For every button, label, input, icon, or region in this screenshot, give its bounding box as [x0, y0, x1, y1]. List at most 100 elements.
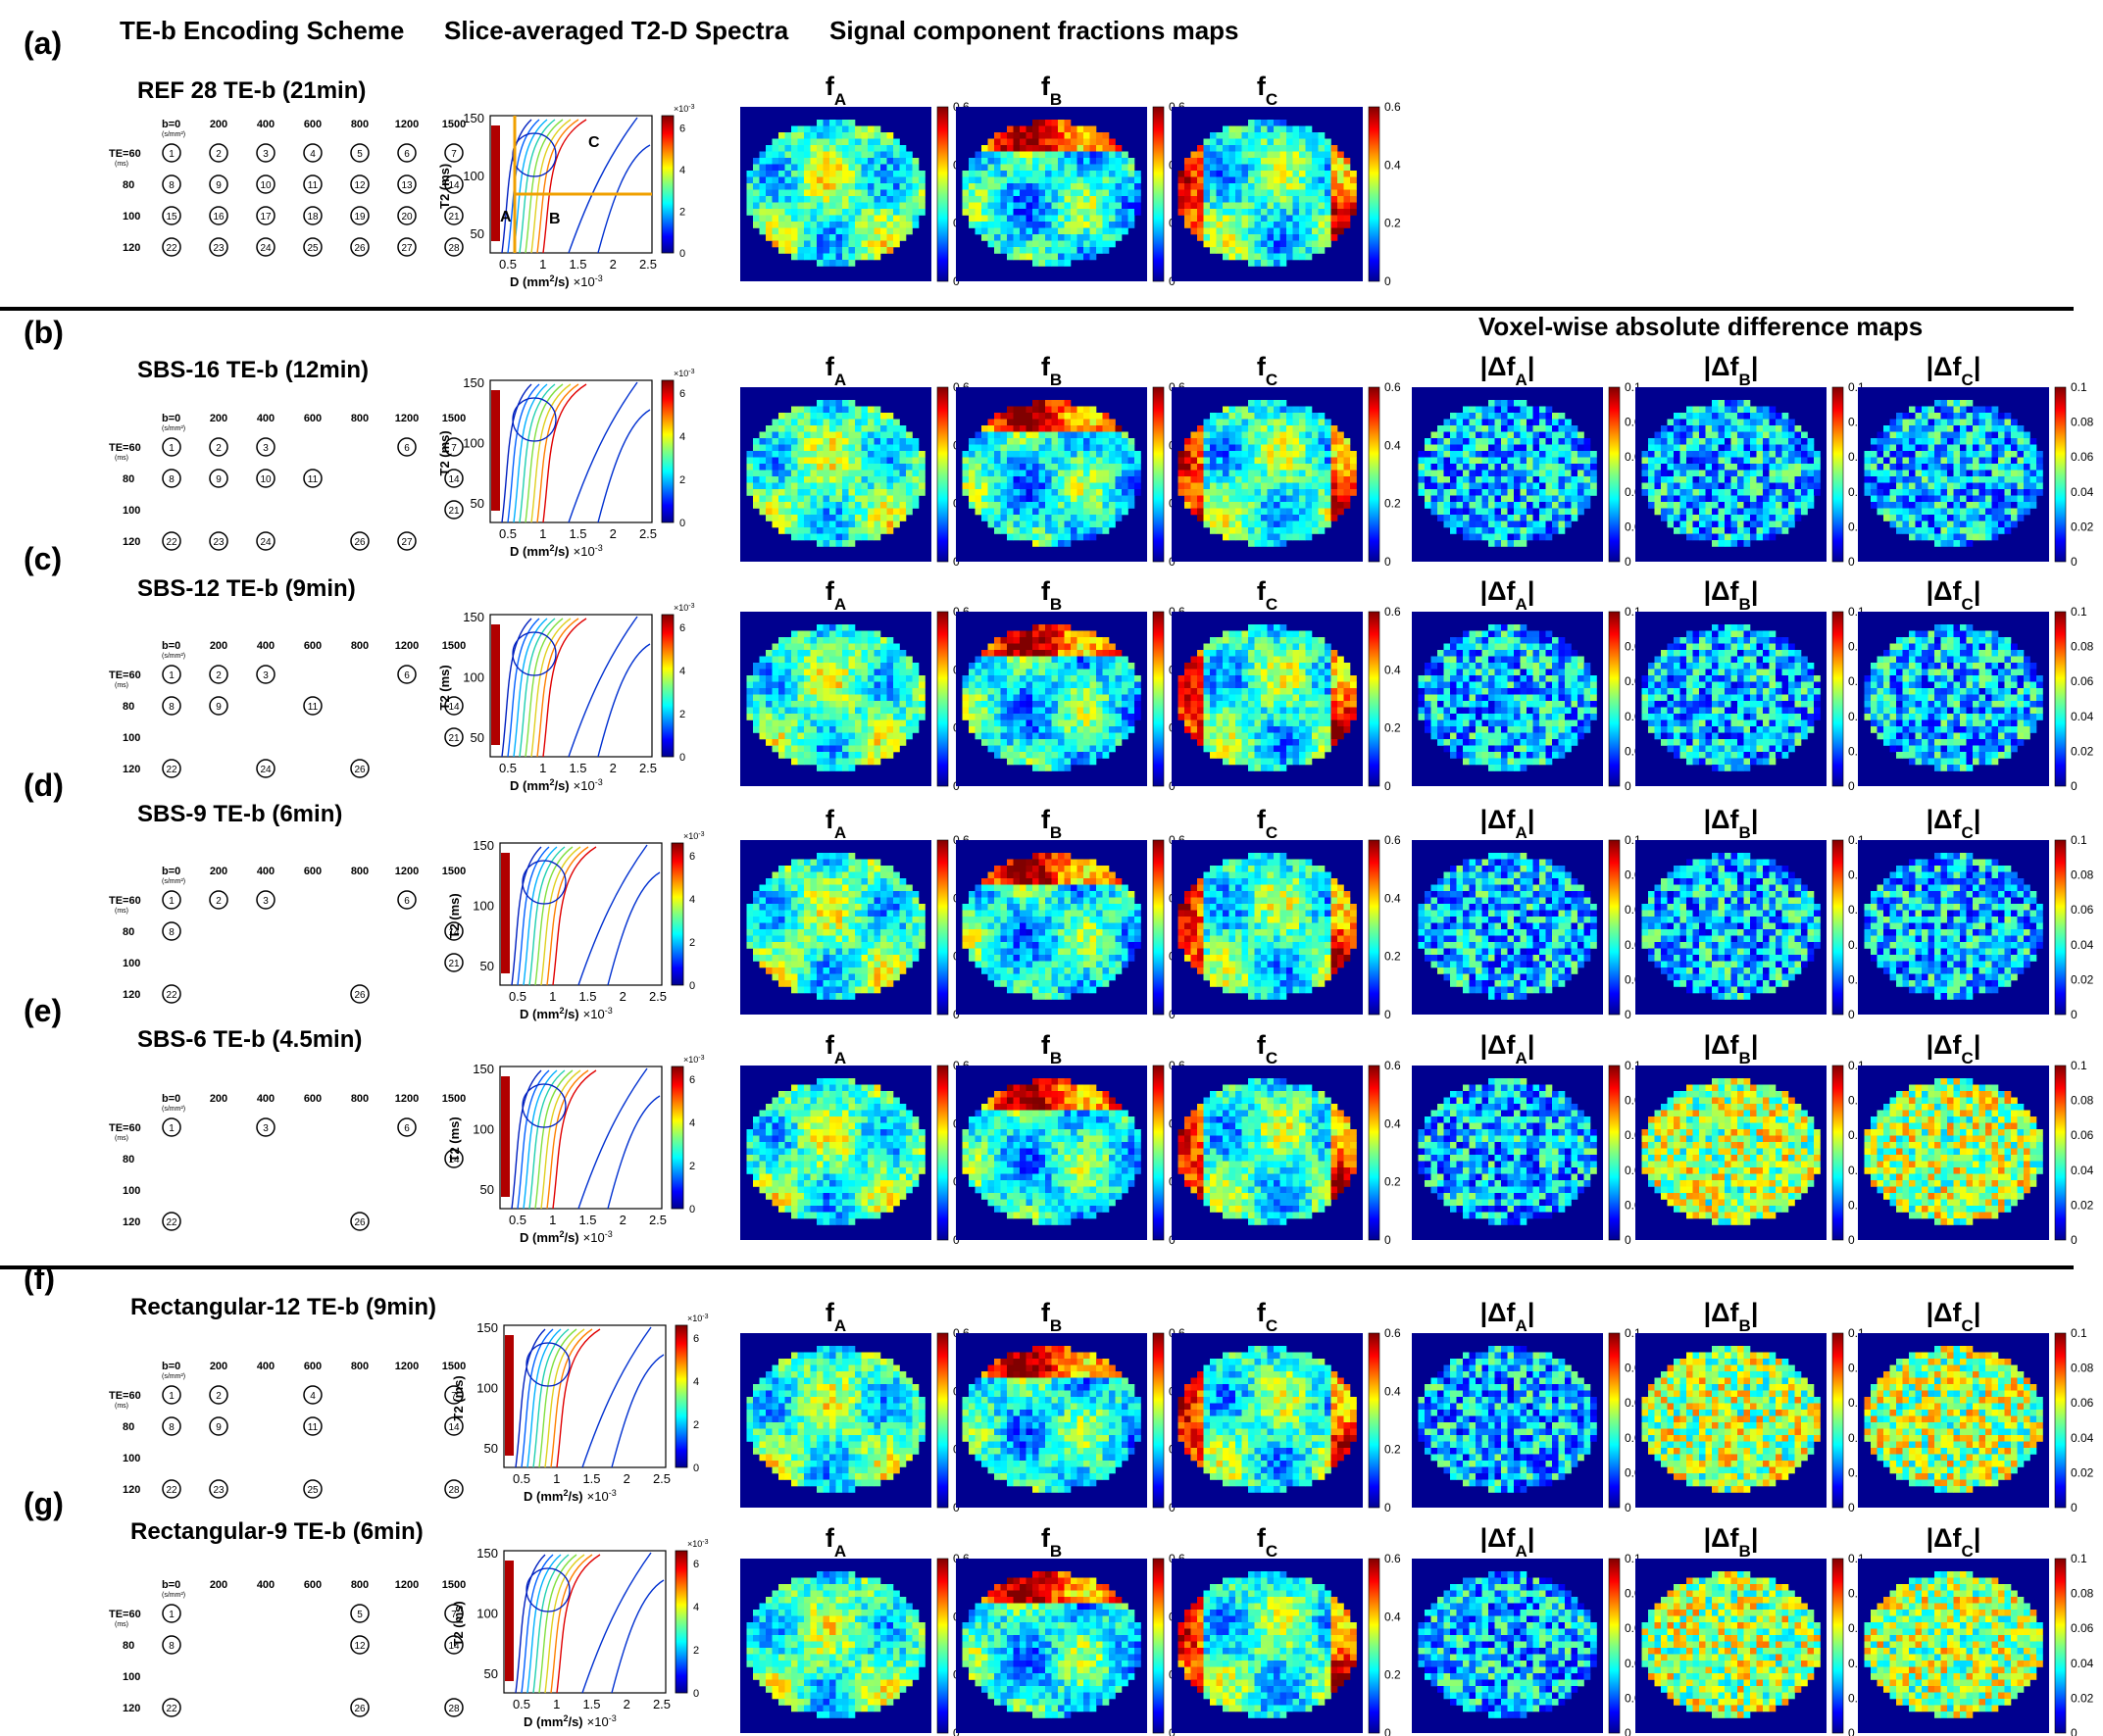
encoding-point-circle: [209, 531, 228, 551]
te-header: TE=60: [109, 148, 141, 160]
spectrum-colorbar-tick: 4: [679, 666, 685, 677]
difference-map: |ΔfC| 0 0.02 0.04 0.06 0.08 0.1: [1858, 352, 2094, 569]
spectrum-colorbar-tick: 0: [693, 1688, 699, 1700]
encoding-point-circle: [303, 1416, 323, 1436]
encoding-point-circle: [162, 890, 181, 910]
te-value: 80: [123, 701, 134, 713]
encoding-point-label: 8: [169, 474, 175, 485]
fraction-colorbar-tick: 0.6: [1384, 833, 1401, 847]
rows-layer: (a)REF 28 TE-b (21min)b=0(s/mm²)200 400 60…: [24, 25, 2094, 1736]
encoding-point-circle: [162, 1635, 181, 1655]
fraction-colorbar-tick: 0.6: [1384, 1552, 1401, 1565]
te-header: TE=60: [109, 1122, 141, 1134]
encoding-point-label: 25: [307, 243, 319, 254]
spectrum-contour: [550, 1328, 593, 1468]
encoding-point-circle: [444, 206, 464, 225]
encoding-point-label: 1: [169, 896, 175, 907]
encoding-point-circle: [256, 469, 275, 488]
b-value: 400: [257, 1361, 275, 1372]
spectrum-colorbar-scale: ×10-3: [687, 1314, 709, 1324]
b-value: 200: [210, 640, 227, 652]
encoding-point-circle: [444, 1385, 464, 1405]
te-unit: (ms): [115, 1621, 128, 1628]
te-unit: (ms): [115, 682, 128, 689]
fraction-colorbar-tick: 0.4: [1384, 1116, 1401, 1130]
row-title: SBS-6 TE-b (4.5min): [137, 1026, 362, 1053]
row-letter: (f): [24, 1261, 55, 1296]
difference-map-title: |ΔfA|: [1480, 576, 1535, 614]
spectrum-xtick: 0.5: [499, 257, 517, 272]
spectrum-contour: [507, 119, 540, 254]
fraction-map-title: fC: [1257, 1523, 1277, 1561]
spectrum-ytick: 50: [480, 1182, 494, 1197]
te-value: 120: [123, 1484, 140, 1496]
encoding-point-label: 23: [213, 1485, 225, 1496]
difference-map-title: |ΔfC|: [1927, 352, 1981, 389]
spectrum-xtick: 0.5: [509, 989, 526, 1004]
spectrum-xtick: 1: [549, 989, 556, 1004]
fraction-colorbar-tick: 0: [1384, 555, 1391, 569]
difference-colorbar-tick: 0: [2071, 1501, 2078, 1514]
encoding-point-label: 21: [448, 506, 460, 517]
difference-colorbar-tick: 0.08: [2071, 1362, 2094, 1375]
fraction-colorbar: [936, 1558, 949, 1734]
b-value: 1500: [442, 1361, 466, 1372]
fraction-map: fB00.20.40.6: [956, 805, 1185, 1021]
spectrum-plot: 50 100 150 0.5 1 1.5 2 2.5 T2 (ms) D (mm2/s) ×10-3…: [437, 603, 695, 794]
fraction-colorbar: [1152, 386, 1165, 563]
spectrum-ytick: 50: [480, 959, 494, 973]
spectrum-contour: [568, 616, 638, 758]
te-unit: (ms): [115, 1403, 128, 1410]
b-unit: (s/mm²): [162, 878, 185, 885]
fraction-colorbar-tick: 0: [1384, 779, 1391, 793]
spectrum-colorbar-tick: 2: [679, 709, 685, 720]
fraction-colorbar-tick: 0.6: [1384, 100, 1401, 114]
encoding-point-circle: [162, 174, 181, 194]
spectrum-contour: [521, 1554, 554, 1694]
encoding-point-circle: [256, 206, 275, 225]
spectrum-xlabel: D (mm2/s) ×10-3: [524, 1488, 617, 1504]
spectrum-contour: [530, 383, 572, 523]
encoding-point-label: 6: [404, 1123, 410, 1134]
spectrum-contour: [544, 1554, 585, 1694]
b-value: 1200: [395, 1579, 419, 1591]
column-header-fractions: Signal component fractions maps: [829, 16, 1239, 45]
encoding-point-circle: [444, 1698, 464, 1717]
encoding-point-label: 2: [216, 149, 222, 160]
encoding-point-circle: [162, 1698, 181, 1717]
spectrum-contour: [507, 383, 540, 523]
encoding-point-circle: [256, 1117, 275, 1137]
spectrum-ytick: 150: [463, 610, 484, 624]
spectrum-contour: [611, 1354, 665, 1468]
difference-map-title: |ΔfB|: [1704, 1298, 1759, 1335]
fraction-map-title: fB: [1041, 1523, 1062, 1561]
fraction-colorbar-tick: 0.2: [1384, 497, 1401, 511]
difference-map-title: |ΔfA|: [1480, 1523, 1535, 1561]
fraction-map-title: fB: [1041, 1030, 1062, 1067]
row-letter: (b): [24, 315, 64, 350]
spectrum-xtick: 2: [610, 761, 617, 775]
spectrum-xtick: 0.5: [513, 1697, 530, 1711]
spectrum-ytick: 150: [476, 1320, 498, 1335]
fraction-map-title: fB: [1041, 1298, 1062, 1335]
spectrum-xtick: 2.5: [653, 1471, 671, 1486]
spectrum-contour: [540, 1069, 581, 1210]
fraction-map-title: fB: [1041, 805, 1062, 842]
spectrum-xtick: 2.5: [639, 761, 657, 775]
spectrum-contour: [542, 618, 587, 758]
spectrum-plot: 50 100 150 0.5 1 1.5 2 2.5 T2 (ms) D (mm2/s) ×10-3…: [447, 831, 705, 1022]
spectrum-colorbar-tick: 2: [689, 1161, 695, 1172]
spectrum-plot: 50 100 150 0.5 1 1.5 2 2.5 T2 (ms) D (mm2/s) ×10-3…: [451, 1539, 709, 1730]
difference-colorbar-tick: 0.1: [2071, 1059, 2087, 1072]
fraction-map: fC 0 0.2 0.4 0.6: [1172, 576, 1401, 793]
row-title: Rectangular-9 TE-b (6min): [130, 1518, 424, 1545]
b-header: b=0: [162, 866, 180, 877]
spectrum-colorbar-tick: 4: [679, 431, 685, 443]
b-value: 800: [351, 640, 369, 652]
fraction-map-title: fC: [1257, 72, 1277, 109]
fraction-colorbar-tick: 0: [1384, 1008, 1391, 1021]
fraction-colorbar: [936, 839, 949, 1016]
encoding-point-circle: [350, 143, 370, 163]
encoding-point-label: 26: [354, 765, 366, 775]
difference-map: |ΔfA|00.020.040.060.080.1: [1412, 805, 1648, 1021]
